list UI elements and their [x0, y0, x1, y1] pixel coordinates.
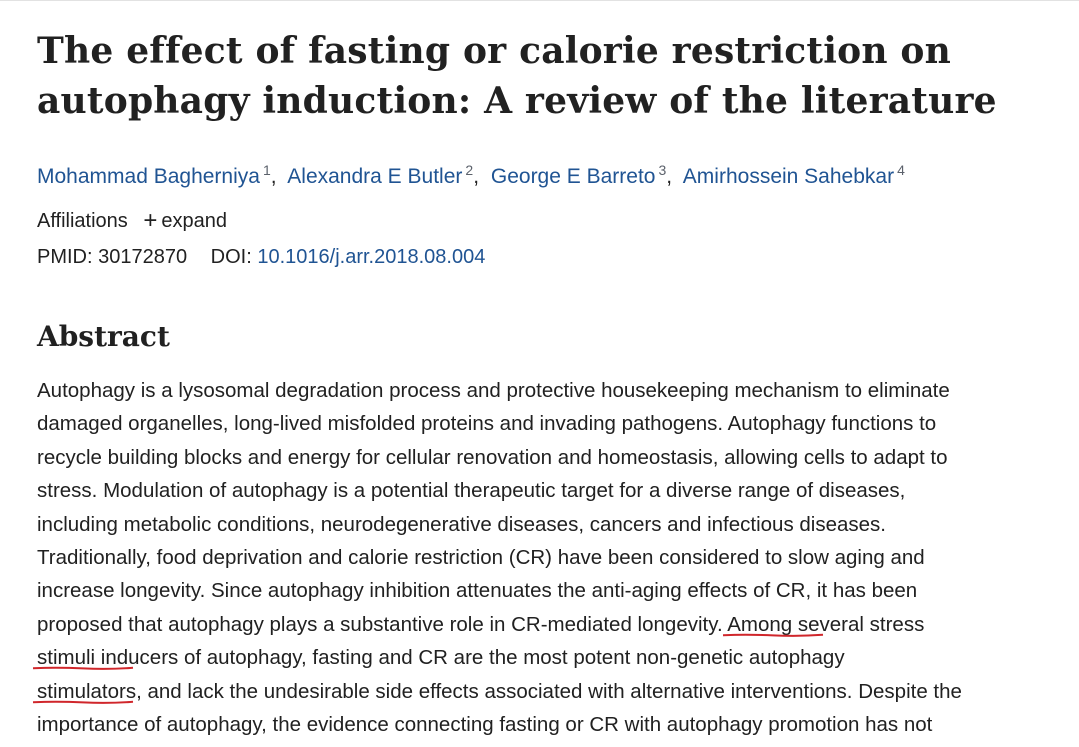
- author-link[interactable]: Alexandra E Butler: [287, 165, 463, 188]
- highlighted-sentence: stimulators, and lack the undesirable si…: [37, 680, 853, 703]
- highlighted-text-segment: stimuli inducers of autophagy, fasting a…: [37, 646, 845, 669]
- abstract-text-segment: including metabolic conditions, neurodeg…: [37, 513, 886, 536]
- authors-list: Mohammad Bagherniya 1, Alexandra E Butler…: [37, 156, 1067, 191]
- affiliation-number[interactable]: 2: [465, 162, 474, 178]
- abstract-text-segment: recycle building blocks and energy for c…: [37, 446, 948, 469]
- abstract-text-segment: increase longevity. Since autophagy inhi…: [37, 579, 918, 602]
- author-separator: ,: [270, 165, 277, 188]
- abstract-text-segment: damaged organelles, long-lived misfolded…: [37, 412, 937, 435]
- affiliation-number[interactable]: 4: [897, 162, 905, 178]
- plus-icon: +: [143, 207, 158, 234]
- pmid-value: 30172870: [98, 246, 188, 268]
- abstract-text-segment: Autophagy is a lysosomal degradation pro…: [37, 379, 950, 402]
- abstract-line: proposed that autophagy plays a substant…: [37, 608, 924, 641]
- abstract-text-segment: importance of autophagy, the evidence co…: [37, 713, 933, 736]
- abstract-text-segment: stress. Modulation of autophagy is a pot…: [37, 479, 906, 502]
- abstract-line: increase longevity. Since autophagy inhi…: [37, 574, 917, 607]
- affiliations-label: Affiliations: [37, 210, 128, 232]
- expand-label: expand: [161, 210, 227, 232]
- abstract-line: damaged organelles, long-lived misfolded…: [37, 407, 936, 440]
- affiliation-number[interactable]: 3: [658, 162, 667, 178]
- abstract-heading: Abstract: [37, 320, 170, 353]
- highlighted-sentence: Among several stress: [727, 613, 924, 636]
- author-link[interactable]: Mohammad Bagherniya: [37, 165, 260, 188]
- affiliations-expand-button[interactable]: + expand: [143, 207, 227, 234]
- abstract-line: including metabolic conditions, neurodeg…: [37, 508, 886, 541]
- abstract-text-segment: Despite the: [852, 680, 962, 703]
- author-link[interactable]: Amirhossein Sahebkar: [682, 165, 895, 188]
- article-title: The effect of fasting or calorie restric…: [37, 30, 997, 122]
- author-link[interactable]: George E Barreto: [490, 165, 656, 188]
- abstract-line: Autophagy is a lysosomal degradation pro…: [37, 374, 950, 407]
- author-separator: ,: [473, 165, 480, 188]
- top-divider: [0, 0, 1079, 1]
- pmid-label: PMID:: [37, 246, 93, 268]
- abstract-text-segment: Traditionally, food deprivation and calo…: [37, 546, 925, 569]
- abstract-line: Traditionally, food deprivation and calo…: [37, 541, 925, 574]
- abstract-line: stress. Modulation of autophagy is a pot…: [37, 474, 905, 507]
- doi-label: DOI:: [210, 246, 252, 268]
- abstract-text-segment: proposed that autophagy plays a substant…: [37, 613, 728, 636]
- affiliation-number[interactable]: 1: [262, 162, 271, 178]
- identifiers-row: PMID: 30172870 DOI: 10.1016/j.arr.2018.0…: [37, 244, 485, 270]
- abstract-line: recycle building blocks and energy for c…: [37, 441, 948, 474]
- highlighted-text-segment: stimulators, and lack the undesirable si…: [37, 680, 853, 703]
- abstract-line: importance of autophagy, the evidence co…: [37, 708, 932, 741]
- doi-link[interactable]: 10.1016/j.arr.2018.08.004: [257, 246, 486, 268]
- abstract-line: stimuli inducers of autophagy, fasting a…: [37, 641, 845, 674]
- author-separator: ,: [666, 165, 673, 188]
- affiliations-row: Affiliations + expand: [37, 207, 227, 234]
- abstract-line: stimulators, and lack the undesirable si…: [37, 675, 962, 708]
- highlighted-text-segment: Among several stress: [727, 613, 925, 636]
- highlighted-sentence: stimuli inducers of autophagy, fasting a…: [37, 646, 845, 669]
